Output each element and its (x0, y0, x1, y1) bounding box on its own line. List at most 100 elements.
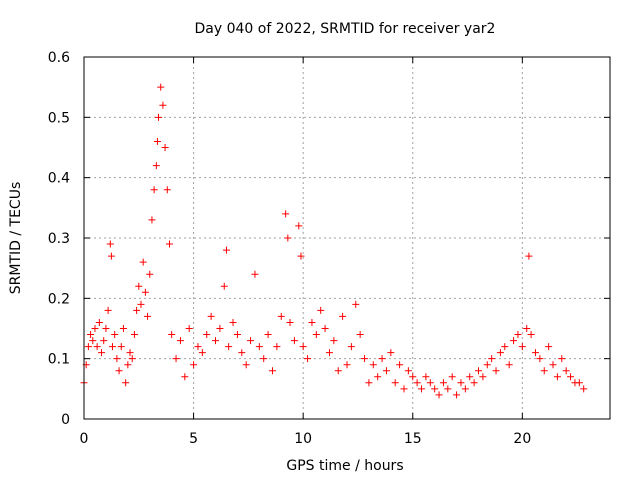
data-point (238, 349, 246, 357)
data-point (356, 331, 364, 339)
y-axis-label: SRMTID / TECUs (8, 182, 24, 295)
data-point (277, 312, 285, 320)
data-point (413, 379, 421, 387)
data-point (457, 379, 465, 387)
data-point (553, 373, 561, 381)
data-point (130, 331, 138, 339)
data-point (126, 349, 134, 357)
y-tick-label: 0 (61, 412, 70, 428)
data-point (391, 379, 399, 387)
data-point (334, 367, 342, 375)
data-point (488, 355, 496, 363)
data-point (321, 325, 329, 332)
x-tick-label: 15 (404, 431, 422, 447)
y-tick-label: 0.5 (48, 110, 70, 126)
data-point (286, 318, 294, 326)
data-point (453, 391, 461, 399)
data-point (198, 349, 206, 357)
data-point (580, 385, 588, 393)
data-point (102, 325, 110, 332)
data-point (155, 113, 163, 121)
data-point (435, 391, 443, 399)
data-point (510, 337, 518, 345)
data-point (352, 300, 360, 308)
data-point (492, 367, 500, 375)
data-point (144, 312, 152, 320)
data-point (365, 379, 373, 387)
data-point (95, 318, 103, 326)
data-point (176, 337, 184, 345)
data-point (361, 355, 369, 363)
data-point (295, 222, 303, 230)
data-point (233, 331, 241, 339)
data-point (181, 373, 189, 381)
data-point (339, 312, 347, 320)
data-point (369, 361, 377, 369)
data-point (418, 385, 426, 393)
grid (84, 57, 610, 419)
data-point (400, 385, 408, 393)
data-point (203, 331, 211, 339)
data-point (282, 210, 290, 218)
data-point (396, 361, 404, 369)
data-point (194, 343, 202, 351)
data-point (562, 367, 570, 375)
data-point (107, 252, 115, 260)
data-point (439, 379, 447, 387)
data-point (190, 361, 198, 369)
data-point (444, 385, 452, 393)
data-point (304, 355, 312, 363)
data-point (374, 373, 382, 381)
data-point (150, 186, 158, 194)
data-point (220, 282, 228, 290)
data-point (111, 331, 119, 339)
data-point (161, 144, 169, 151)
data-point (128, 355, 136, 363)
data-point (312, 331, 320, 339)
data-point (290, 337, 298, 345)
data-point (505, 361, 513, 369)
y-tick-label: 0.3 (48, 231, 70, 247)
data-point (98, 349, 106, 357)
data-point (172, 355, 180, 363)
data-point (347, 343, 355, 351)
data-point (91, 325, 99, 332)
data-point (216, 325, 224, 332)
data-point (139, 258, 147, 266)
data-point (247, 337, 255, 345)
data-point (159, 101, 167, 109)
y-tick-label: 0.2 (48, 291, 70, 307)
data-point (242, 361, 250, 369)
data-point (207, 312, 215, 320)
data-point (466, 373, 474, 381)
chart-title: Day 040 of 2022, SRMTID for receiver yar… (195, 21, 496, 37)
data-point (268, 367, 276, 375)
data-point (106, 240, 114, 248)
data-point (122, 379, 130, 387)
data-point (575, 379, 583, 387)
data-point (387, 349, 395, 357)
data-point (137, 300, 145, 308)
data-point (157, 83, 165, 91)
data-point (426, 379, 434, 387)
data-point (531, 349, 539, 357)
data-point (185, 325, 193, 332)
data-point (461, 385, 469, 393)
data-point (330, 337, 338, 345)
data-points (80, 83, 588, 399)
data-point (317, 306, 325, 314)
data-point (378, 355, 386, 363)
data-point (165, 240, 173, 248)
data-point (514, 331, 522, 339)
data-point (448, 373, 456, 381)
data-point (409, 373, 417, 381)
data-point (536, 355, 544, 363)
x-tick-label: 5 (189, 431, 198, 447)
data-point (260, 355, 268, 363)
data-point (475, 367, 482, 375)
data-point (518, 343, 526, 351)
data-point (222, 246, 230, 254)
data-point (308, 318, 316, 326)
